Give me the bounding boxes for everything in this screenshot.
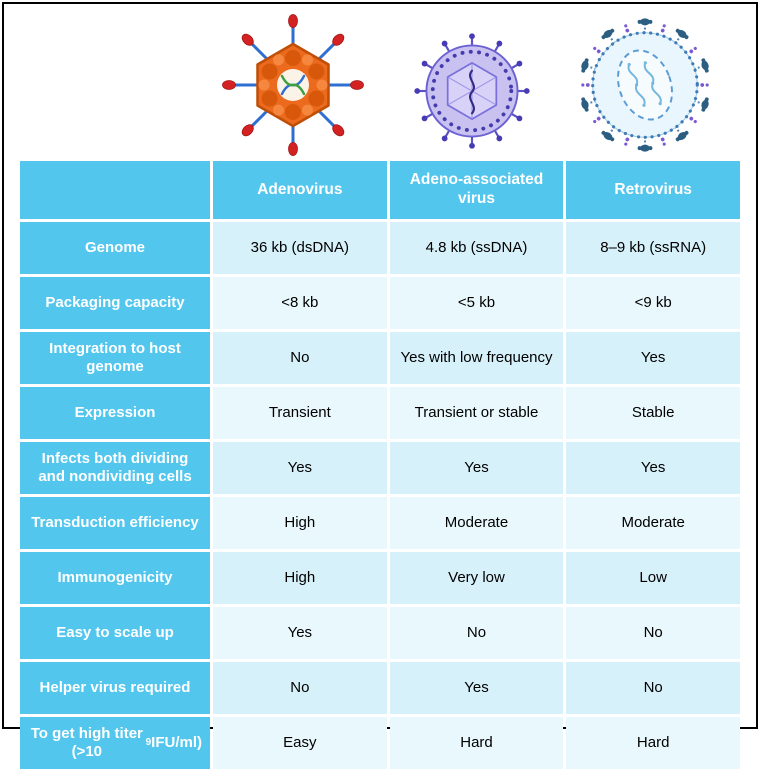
- column-header-adenovirus: Adenovirus: [213, 161, 387, 219]
- row-label: Easy to scale up: [20, 607, 210, 659]
- value-cell: No: [213, 332, 387, 384]
- row-label: Expression: [20, 387, 210, 439]
- value-cell: High: [213, 497, 387, 549]
- value-cell: No: [389, 607, 564, 659]
- value-cell: Hard: [566, 717, 740, 769]
- row-label: To get high titer (>10 9 IFU/ml): [20, 717, 210, 769]
- row-label: Packaging capacity: [20, 277, 210, 329]
- column-header-adeno-associated-virus: Adeno-associated virus: [389, 161, 564, 219]
- value-cell: No: [566, 662, 740, 714]
- row-label: Genome: [20, 222, 210, 274]
- table-corner-cell: [20, 161, 210, 219]
- value-cell: Yes: [389, 662, 564, 714]
- value-cell: 4.8 kb (ssDNA): [389, 222, 564, 274]
- value-cell: Yes: [566, 442, 740, 494]
- value-cell: Hard: [389, 717, 564, 769]
- value-cell: Yes with low frequency: [389, 332, 564, 384]
- value-cell: Low: [566, 552, 740, 604]
- column-header-retrovirus: Retrovirus: [566, 161, 740, 219]
- value-cell: Moderate: [566, 497, 740, 549]
- value-cell: Yes: [213, 607, 387, 659]
- row-label: Immunogenicity: [20, 552, 210, 604]
- value-cell: 8–9 kb (ssRNA): [566, 222, 740, 274]
- comparison-table: Adenovirus Adeno-associated virus Retrov…: [20, 161, 740, 769]
- value-cell: No: [566, 607, 740, 659]
- value-cell: Yes: [213, 442, 387, 494]
- adenovirus-icon: [218, 10, 368, 160]
- row-label: Integration to host genome: [20, 332, 210, 384]
- aav-icon: [409, 28, 535, 154]
- value-cell: Easy: [213, 717, 387, 769]
- row-label: Transduction efficiency: [20, 497, 210, 549]
- value-cell: Yes: [389, 442, 564, 494]
- value-cell: High: [213, 552, 387, 604]
- value-cell: No: [213, 662, 387, 714]
- value-cell: 36 kb (dsDNA): [213, 222, 387, 274]
- row-label: Helper virus required: [20, 662, 210, 714]
- value-cell: Stable: [566, 387, 740, 439]
- value-cell: <5 kb: [389, 277, 564, 329]
- value-cell: <8 kb: [213, 277, 387, 329]
- retrovirus-icon: [571, 11, 719, 159]
- value-cell: Yes: [566, 332, 740, 384]
- virus-illustrations: [4, 4, 756, 161]
- value-cell: Very low: [389, 552, 564, 604]
- value-cell: Transient or stable: [389, 387, 564, 439]
- value-cell: Moderate: [389, 497, 564, 549]
- value-cell: Transient: [213, 387, 387, 439]
- row-label: Infects both dividing and nondividing ce…: [20, 442, 210, 494]
- value-cell: <9 kb: [566, 277, 740, 329]
